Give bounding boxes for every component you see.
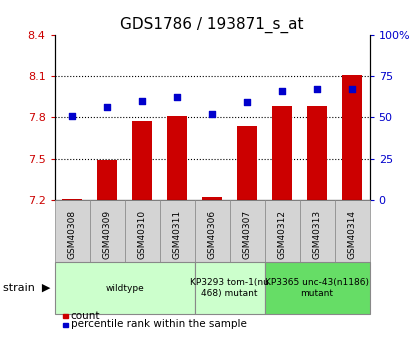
Text: GSM40314: GSM40314 [348, 210, 357, 259]
Text: GSM40312: GSM40312 [278, 210, 286, 259]
Point [104, 105, 110, 110]
Bar [237, 126, 257, 200]
Bar [307, 106, 327, 200]
Text: strain  ▶: strain ▶ [3, 283, 50, 293]
Point [174, 95, 181, 100]
Text: percentile rank within the sample: percentile rank within the sample [71, 319, 247, 329]
Text: count: count [71, 311, 100, 321]
Point [209, 111, 215, 117]
Point [244, 100, 250, 105]
Text: GSM40307: GSM40307 [243, 210, 252, 259]
Point [314, 86, 320, 92]
Bar [342, 75, 362, 200]
Text: GSM40311: GSM40311 [173, 210, 181, 259]
Bar [168, 116, 187, 200]
Text: GSM40313: GSM40313 [312, 210, 322, 259]
Text: GSM40306: GSM40306 [207, 210, 217, 259]
Point [349, 86, 355, 92]
Point [69, 113, 76, 118]
Text: GSM40308: GSM40308 [68, 210, 76, 259]
Point [139, 98, 145, 104]
Point [279, 88, 286, 93]
Text: GSM40309: GSM40309 [102, 210, 112, 259]
Text: wildtype: wildtype [105, 284, 144, 293]
Text: KP3293 tom-1(nu
468) mutant: KP3293 tom-1(nu 468) mutant [190, 278, 269, 298]
Title: GDS1786 / 193871_s_at: GDS1786 / 193871_s_at [121, 17, 304, 33]
Bar [97, 160, 117, 200]
Bar [132, 121, 152, 200]
Bar [273, 106, 292, 200]
Text: KP3365 unc-43(n1186)
mutant: KP3365 unc-43(n1186) mutant [265, 278, 369, 298]
Text: GSM40310: GSM40310 [138, 210, 147, 259]
Bar [63, 199, 82, 200]
Bar [202, 197, 222, 200]
